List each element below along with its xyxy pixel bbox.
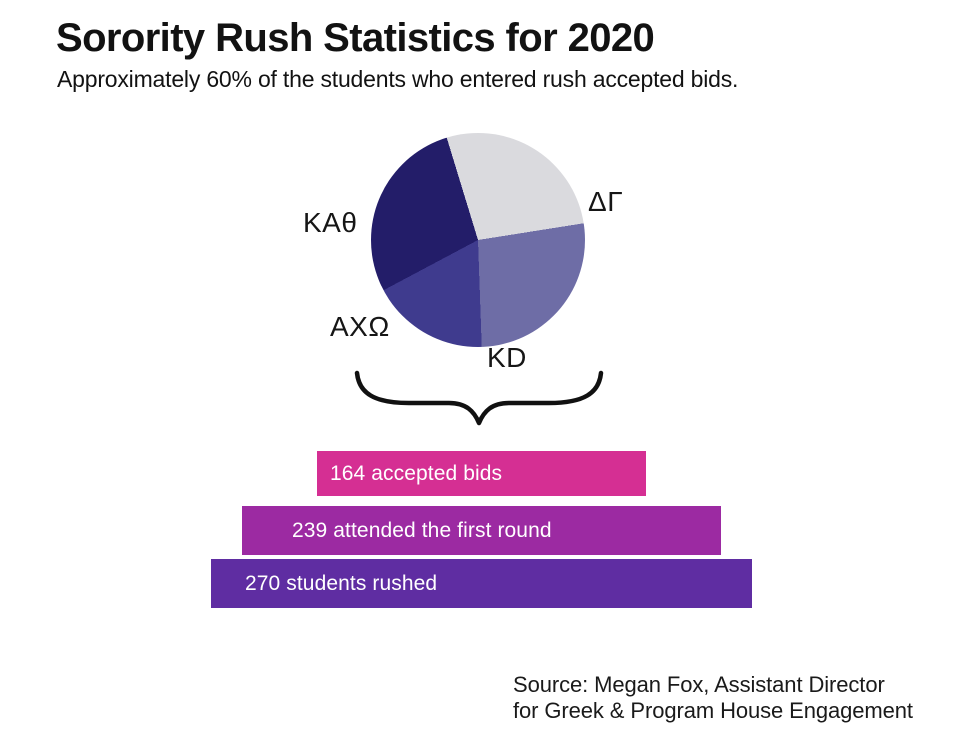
funnel-bar-label: 270 students rushed (245, 571, 438, 595)
funnel-bar-label: 164 accepted bids (330, 461, 503, 485)
funnel-bar-accepted-bids: 164 accepted bids (317, 451, 646, 496)
funnel-bar-students-rushed: 270 students rushed (211, 559, 752, 608)
pie-label-alphachiomega: AXΩ (330, 311, 390, 342)
source-attribution: Source: Megan Fox, Assistant Director fo… (513, 672, 913, 723)
pie-label-kd: KD (487, 342, 527, 373)
source-line-2: for Greek & Program House Engagement (513, 697, 913, 723)
page-subtitle: Approximately 60% of the students who en… (57, 66, 739, 92)
pie-label-katheta: KAθ (303, 207, 358, 238)
source-line-1: Source: Megan Fox, Assistant Director (513, 672, 885, 697)
curly-brace-icon (354, 370, 604, 426)
funnel-bar-first-round: 239 attended the first round (242, 506, 721, 555)
pie-chart (371, 133, 585, 347)
pie-label-deltagamma: ΔΓ (588, 186, 624, 217)
page-title: Sorority Rush Statistics for 2020 (56, 16, 655, 60)
funnel-bar-label: 239 attended the first round (292, 518, 552, 542)
